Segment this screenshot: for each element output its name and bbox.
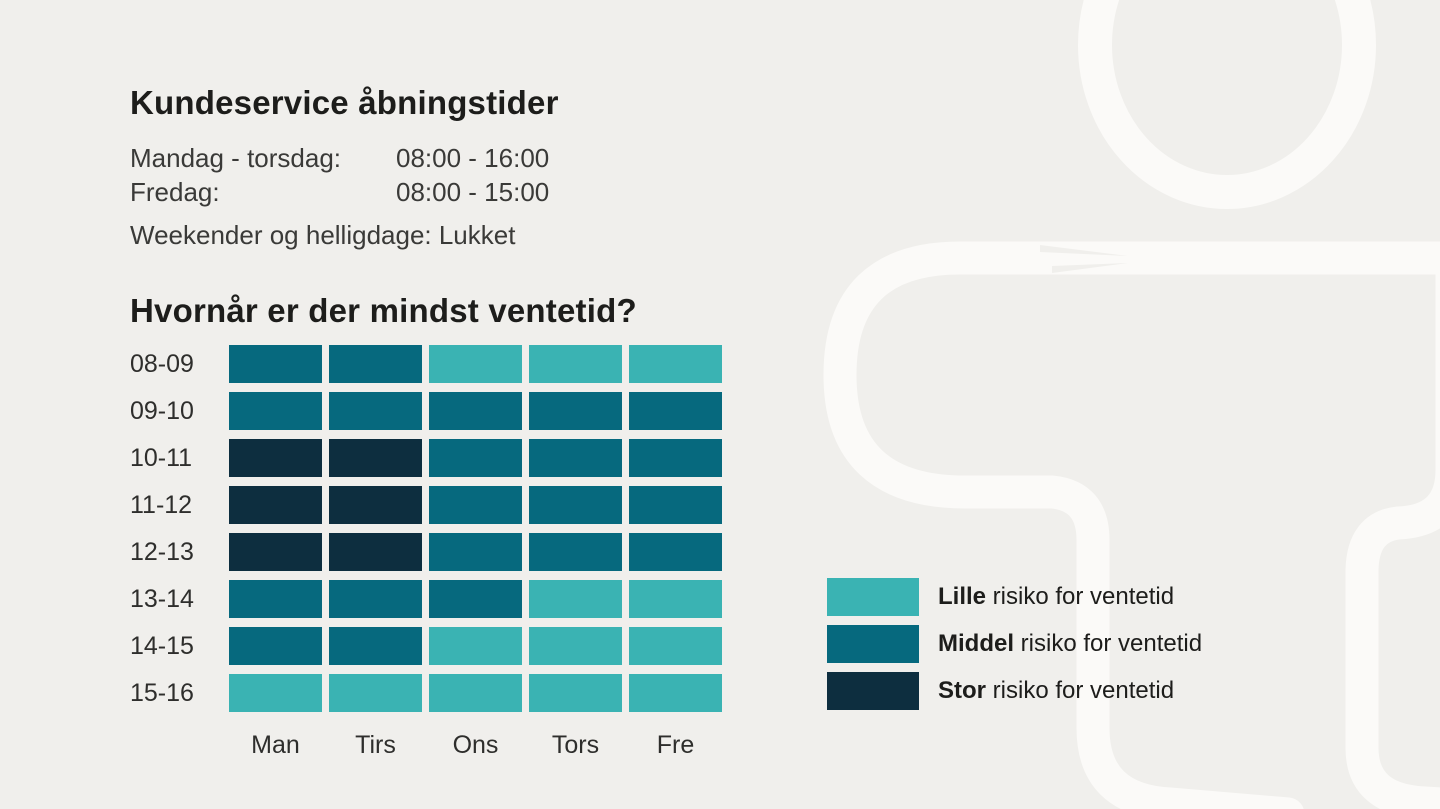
opening-hours-day-label: Mandag - torsdag: <box>130 143 342 173</box>
heatmap-cell-middel <box>329 627 422 665</box>
legend-label: Middel risiko for ventetid <box>938 630 1203 657</box>
legend-label: Lille risiko for ventetid <box>938 583 1175 610</box>
heatmap-cell-lille <box>529 674 622 712</box>
legend-item-stor: Stor risiko for ventetid <box>827 672 1202 710</box>
heatmap-day-label: Man <box>251 731 300 759</box>
heatmap-cell-lille <box>229 674 322 712</box>
heatmap-cell-stor <box>329 486 422 524</box>
legend-swatch-middel <box>827 625 919 663</box>
opening-hours-note: Weekender og helligdage: Lukket <box>130 220 516 250</box>
heatmap-row-label: 09-10 <box>130 396 194 425</box>
risk-legend: Lille risiko for ventetid Middel risiko f… <box>827 578 1202 710</box>
heatmap-cell-middel <box>329 580 422 618</box>
heatmap-cell-lille <box>629 674 722 712</box>
heatmap-cell-middel <box>529 439 622 477</box>
decor-left-bracket-stroke <box>823 241 1440 809</box>
heatmap-cell-middel <box>629 533 722 571</box>
heatmap-cell-stor <box>329 439 422 477</box>
heatmap-cell-middel <box>629 439 722 477</box>
opening-hours-time-value: 08:00 - 16:00 <box>396 143 550 173</box>
heatmap-row-label: 13-14 <box>130 584 194 613</box>
decor-right-bracket-stroke <box>1345 250 1440 809</box>
heatmap-row-label: 12-13 <box>130 537 194 566</box>
legend-swatch-stor <box>827 672 919 710</box>
heatmap-corner-spacer <box>130 721 222 759</box>
heatmap-cell-middel <box>329 345 422 383</box>
waiting-time-heatmap: 08-09 09-10 10-11 11-12 12-13 13-14 14-15 15-16… <box>130 345 722 759</box>
heatmap-cell-lille <box>429 627 522 665</box>
heatmap-cell-middel <box>229 627 322 665</box>
heatmap-cell-lille <box>429 674 522 712</box>
heatmap-cell-middel <box>529 533 622 571</box>
heatmap-day-label: Ons <box>452 731 499 759</box>
heatmap-cell-lille <box>629 580 722 618</box>
decor-head-ring <box>1078 0 1376 209</box>
heatmap-cell-middel <box>429 439 522 477</box>
decor-brush-split <box>1040 245 1128 273</box>
heatmap-cell-middel <box>429 392 522 430</box>
opening-hours-title: Kundeservice åbningstider <box>130 84 559 121</box>
opening-hours-row: Fredag: 08:00 - 15:00 <box>130 175 549 209</box>
heatmap-cell-lille <box>329 674 422 712</box>
heatmap-cell-stor <box>229 439 322 477</box>
heatmap-title: Hvornår er der mindst ventetid? <box>130 292 637 329</box>
heatmap-cell-middel <box>229 345 322 383</box>
legend-swatch-lille <box>827 578 919 616</box>
heatmap-cell-middel <box>429 580 522 618</box>
heatmap-row-label: 08-09 <box>130 349 194 378</box>
heatmap-row-label: 10-11 <box>130 443 193 472</box>
heatmap-cell-stor <box>329 533 422 571</box>
heatmap-cell-middel <box>329 392 422 430</box>
heatmap-day-label: Tors <box>551 731 600 759</box>
legend-label-emphasis: Middel <box>938 630 1014 657</box>
legend-label-emphasis: Stor <box>938 677 986 704</box>
heatmap-cell-lille <box>429 345 522 383</box>
heatmap-cell-lille <box>529 580 622 618</box>
heatmap-cell-lille <box>529 627 622 665</box>
legend-item-middel: Middel risiko for ventetid <box>827 625 1202 663</box>
opening-hours-day-label: Fredag: <box>130 177 220 207</box>
heatmap-day-label: Fre <box>656 731 695 759</box>
heatmap-cell-stor <box>229 533 322 571</box>
heatmap-cell-lille <box>529 345 622 383</box>
heatmap-cell-middel <box>629 392 722 430</box>
heatmap-cell-middel <box>529 486 622 524</box>
heatmap-cell-middel <box>429 486 522 524</box>
heatmap-cell-stor <box>229 486 322 524</box>
heatmap-cell-middel <box>629 486 722 524</box>
heatmap-cell-middel <box>229 580 322 618</box>
heatmap-row-label: 11-12 <box>130 490 193 519</box>
heatmap-row-label: 14-15 <box>130 631 194 660</box>
opening-hours-row: Mandag - torsdag: 08:00 - 16:00 <box>130 141 549 175</box>
heatmap-cell-middel <box>429 533 522 571</box>
opening-hours-time-value: 08:00 - 15:00 <box>396 177 550 207</box>
heatmap-cell-middel <box>529 392 622 430</box>
legend-item-lille: Lille risiko for ventetid <box>827 578 1202 616</box>
heatmap-day-label: Tirs <box>355 731 396 759</box>
legend-label: Stor risiko for ventetid <box>938 677 1175 704</box>
heatmap-cell-middel <box>229 392 322 430</box>
opening-hours-table: Mandag - torsdag: 08:00 - 16:00 Fredag: 08:… <box>130 141 549 209</box>
legend-label-emphasis: Lille <box>938 583 987 610</box>
heatmap-cell-lille <box>629 627 722 665</box>
heatmap-cell-lille <box>629 345 722 383</box>
heatmap-row-label: 15-16 <box>130 678 194 707</box>
